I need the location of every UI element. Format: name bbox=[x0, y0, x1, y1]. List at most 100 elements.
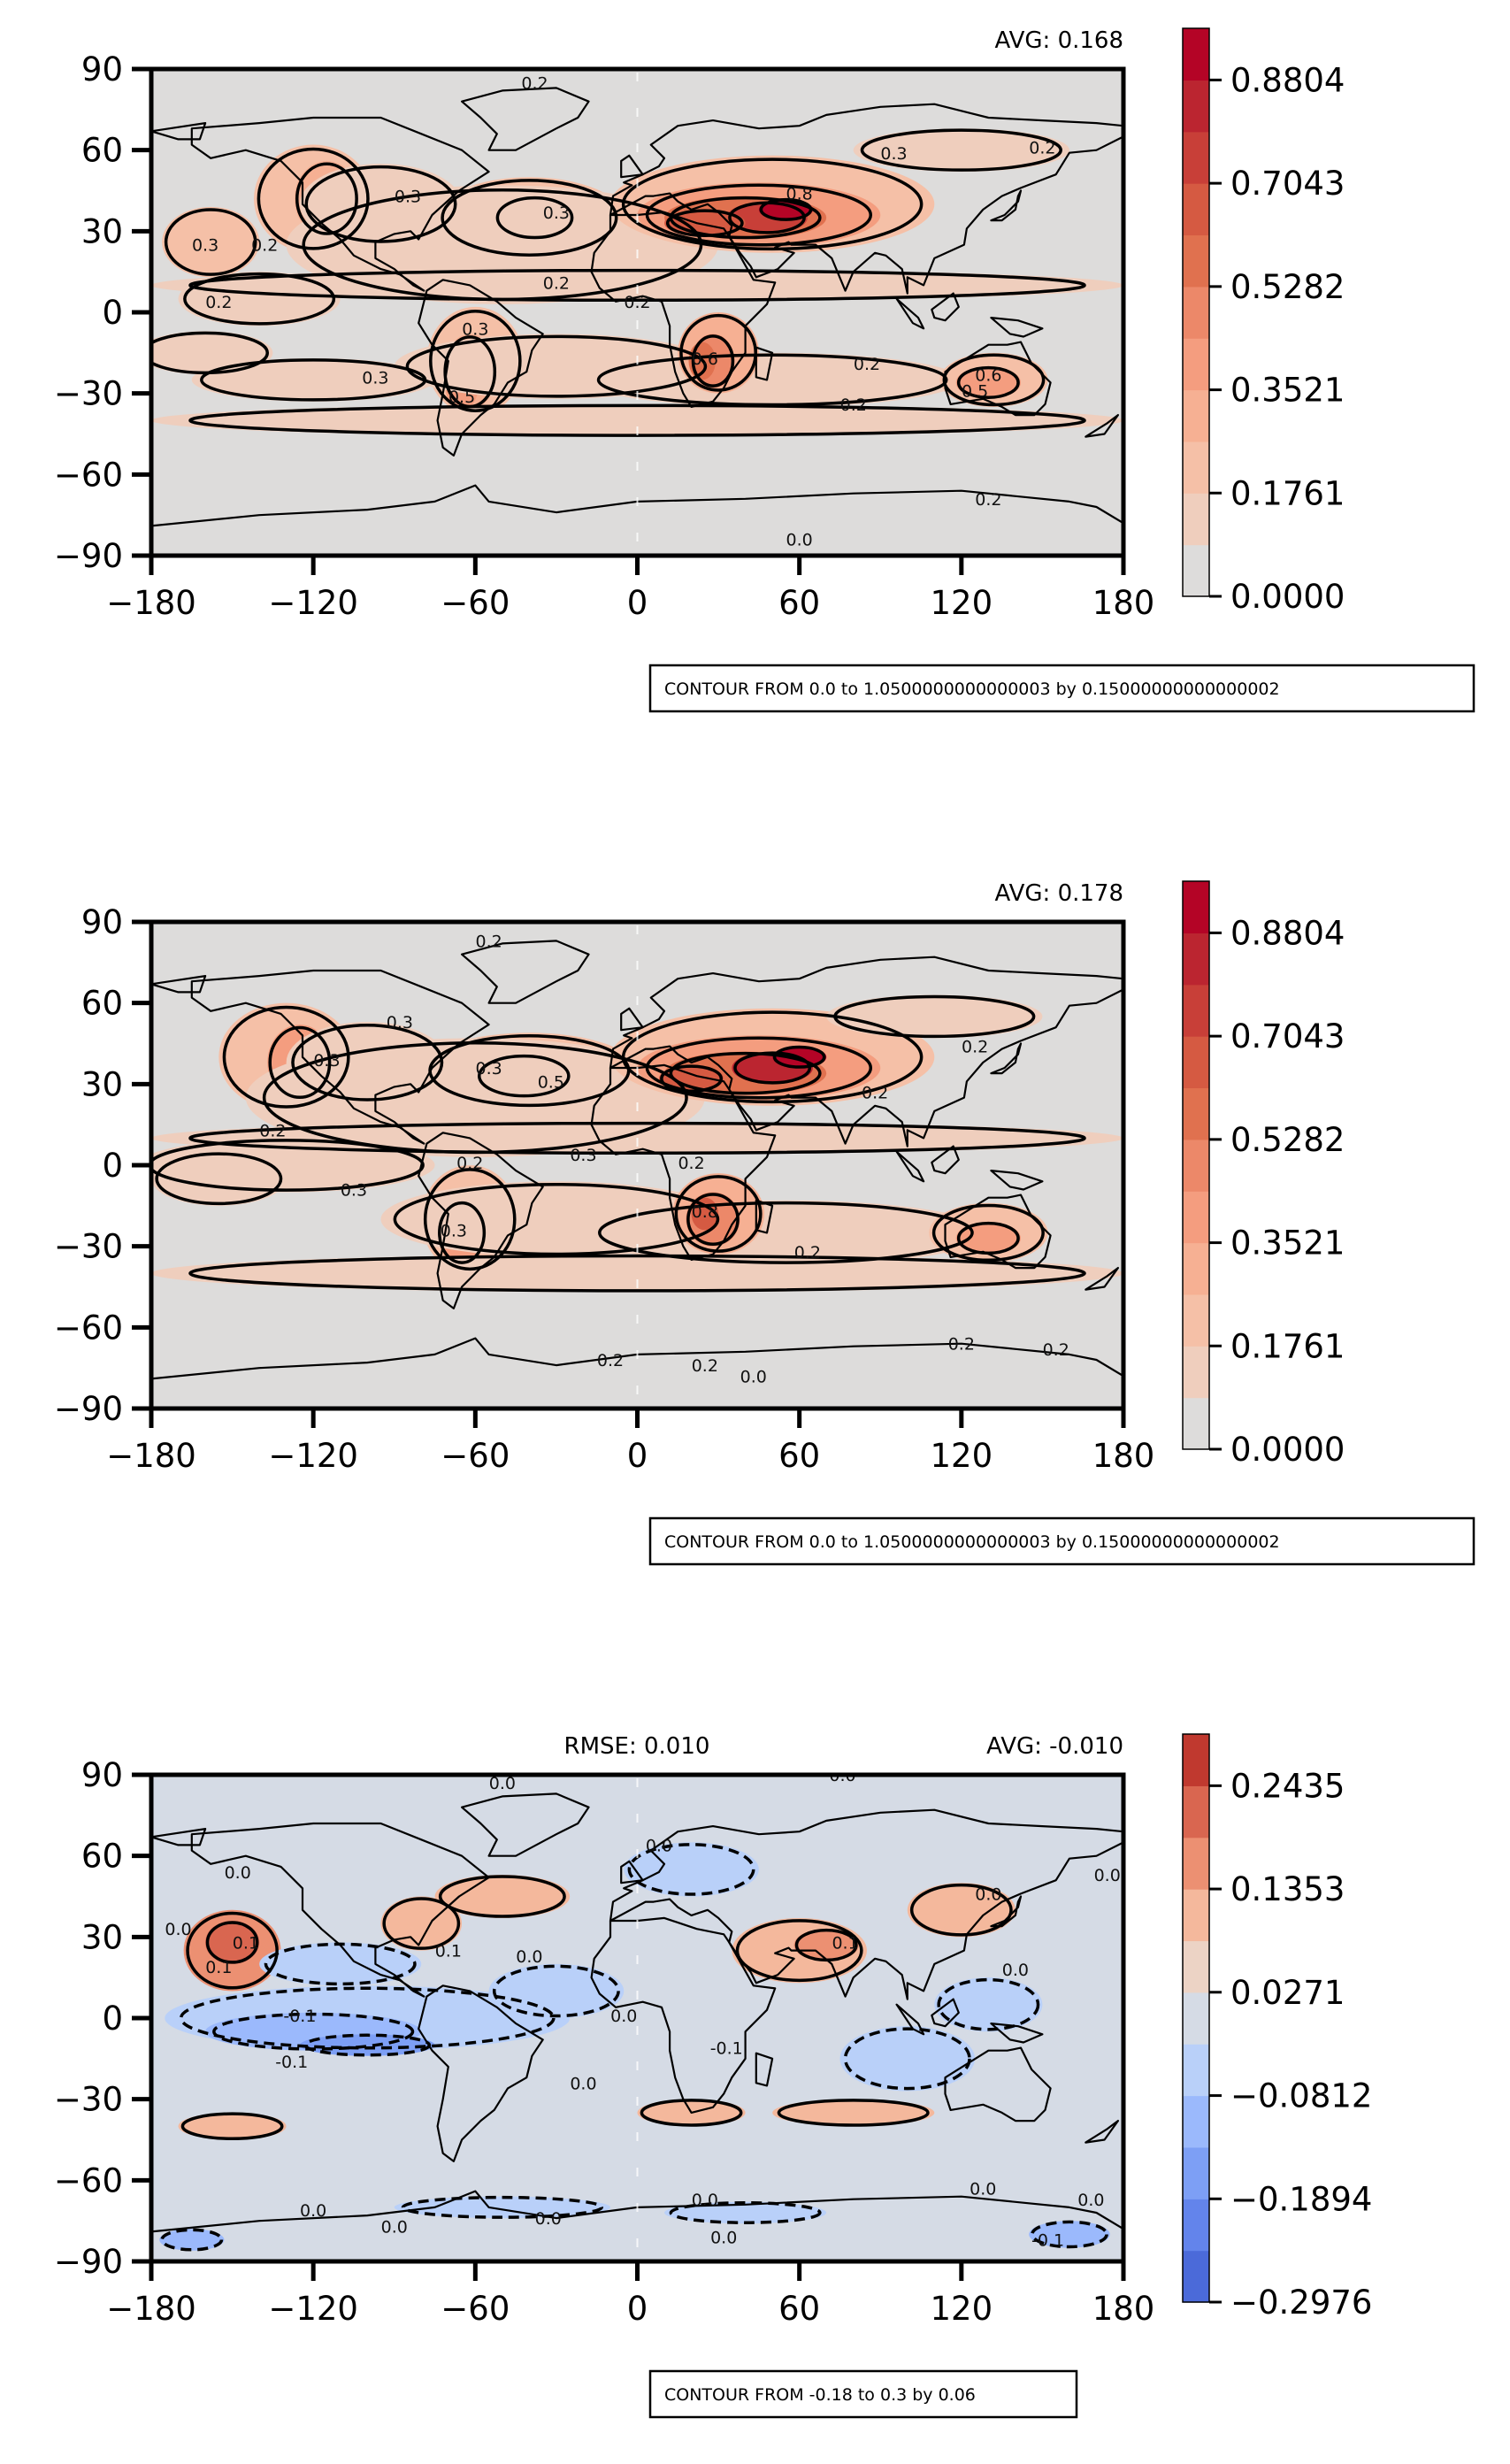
colorbar-swatch-10 bbox=[1183, 1734, 1209, 1786]
colorbar-frame bbox=[1182, 1733, 1210, 2303]
x-tick-label: 60 bbox=[778, 2290, 820, 2328]
contour-line-13 bbox=[492, 1964, 620, 2018]
rmse-label: RMSE: 0.010 bbox=[564, 1733, 710, 1760]
contour-label-14: 0.3 bbox=[441, 1221, 467, 1240]
colorbar-swatch-5 bbox=[1183, 1139, 1209, 1192]
x-tick-label: 0 bbox=[627, 584, 648, 622]
coastline-14 bbox=[1085, 414, 1119, 438]
coastline-9 bbox=[931, 292, 960, 322]
colorbar-tick-label: 0.5282 bbox=[1230, 1121, 1345, 1159]
avg-label: AVG: -0.010 bbox=[986, 1733, 1123, 1760]
coastline-1 bbox=[418, 1984, 544, 2162]
contour-line-14 bbox=[843, 2027, 971, 2091]
contour-note: CONTOUR FROM -0.18 to 0.3 by 0.06 bbox=[664, 2385, 976, 2405]
contour-note-box bbox=[648, 1516, 1476, 1566]
y-tick-label: −60 bbox=[54, 456, 123, 494]
contour-fill-20 bbox=[658, 1064, 724, 1093]
contour-label-14: 0.3 bbox=[362, 368, 388, 388]
x-tick-label: −120 bbox=[268, 1437, 358, 1475]
contour-label-24: 0.0 bbox=[1077, 2191, 1104, 2210]
contour-line-4 bbox=[257, 147, 370, 250]
coastline-11 bbox=[620, 1007, 644, 1032]
y-tick-label: 30 bbox=[81, 212, 123, 250]
contour-label-12: 0.8 bbox=[692, 1202, 718, 1222]
coastline-10 bbox=[990, 1170, 1044, 1191]
contour-line-17 bbox=[669, 1051, 822, 1095]
contour-label-15: 0.0 bbox=[610, 2007, 637, 2026]
x-tick-label: −120 bbox=[268, 2290, 358, 2328]
contour-label-2: 0.2 bbox=[1029, 139, 1055, 158]
coastline-1 bbox=[418, 1132, 544, 1309]
colorbar-swatch-2 bbox=[1183, 1293, 1209, 1347]
contour-label-22: 0.0 bbox=[710, 2229, 737, 2248]
contour-label-3: 0.3 bbox=[395, 188, 421, 207]
coastline-3 bbox=[590, 1063, 777, 1261]
x-tick-label: 180 bbox=[1092, 1437, 1155, 1475]
contour-line-9 bbox=[180, 2112, 284, 2141]
colorbar-frame bbox=[1182, 27, 1210, 597]
contour-fill-25 bbox=[826, 994, 1043, 1039]
contour-line-19 bbox=[645, 183, 873, 247]
contour-line-18 bbox=[733, 1051, 812, 1085]
contour-label-16: 0.2 bbox=[692, 1356, 718, 1376]
contour-label-5: 0.2 bbox=[259, 1121, 286, 1140]
contour-line-17 bbox=[627, 1843, 755, 1896]
colorbar-swatch-8 bbox=[1183, 984, 1209, 1037]
y-tick-label: −60 bbox=[54, 1309, 123, 1347]
x-tick-label: 120 bbox=[931, 2290, 993, 2328]
contour-label-4: 0.0 bbox=[975, 1885, 1001, 1905]
coastline-0 bbox=[190, 1822, 490, 1998]
contour-label-2: 0.0 bbox=[646, 1837, 672, 1856]
y-tick-label: 90 bbox=[81, 1756, 123, 1794]
coastline-0 bbox=[190, 116, 490, 292]
colorbar-tick-label: 0.3521 bbox=[1230, 372, 1345, 410]
map-panel-2: 0.2 0.3 0.3 0.3 0.5 0.2 0.3 0.2 0.3 0.2 0.2 0.2 0.8 0… bbox=[54, 880, 1476, 1566]
contour-line-3 bbox=[151, 1139, 425, 1192]
contour-line-2 bbox=[382, 1897, 461, 1950]
x-tick-label: 60 bbox=[778, 1437, 820, 1475]
colorbar-swatch-8 bbox=[1183, 1837, 1209, 1890]
x-tick-label: −180 bbox=[106, 584, 196, 622]
colorbar-swatch-0 bbox=[1183, 1397, 1209, 1450]
contour-line-13 bbox=[405, 334, 708, 398]
contour-line-1 bbox=[268, 1025, 332, 1099]
colorbar-tick-label: 0.1353 bbox=[1230, 1870, 1345, 1908]
colorbar-tick-label: −0.1894 bbox=[1230, 2180, 1372, 2218]
contour-fill-14 bbox=[839, 2026, 976, 2092]
y-tick-label: −30 bbox=[54, 2081, 123, 2119]
y-tick-label: 0 bbox=[102, 2000, 123, 2038]
contour-line-15 bbox=[937, 1977, 1040, 2031]
contour-label-18: 0.0 bbox=[300, 2201, 326, 2221]
contour-note-box bbox=[648, 2369, 1078, 2419]
contour-line-1 bbox=[205, 1921, 259, 1964]
plot-area: 0.2 0.3 0.3 0.3 0.5 0.2 0.3 0.2 0.3 0.2 0.2 0.2 0.8 0… bbox=[151, 922, 1123, 1409]
coastline-14 bbox=[1085, 2120, 1119, 2144]
contour-fill-21 bbox=[664, 2201, 827, 2224]
contour-line-2 bbox=[291, 1023, 444, 1102]
contour-label-12: 0.0 bbox=[1002, 1961, 1029, 1980]
contour-label-6: 0.0 bbox=[165, 1920, 191, 1939]
coastline-4 bbox=[609, 1808, 1123, 2000]
avg-label: AVG: 0.178 bbox=[994, 880, 1123, 907]
coastline-6 bbox=[151, 1337, 1123, 1409]
colorbar-tick-label: 0.3521 bbox=[1230, 1224, 1345, 1263]
colorbar-swatch-6 bbox=[1183, 1940, 1209, 1993]
contour-fill-9 bbox=[178, 2112, 287, 2140]
contour-label-0: 0.0 bbox=[489, 1774, 516, 1793]
y-tick-label: 60 bbox=[81, 985, 123, 1023]
colorbar-swatch-0 bbox=[1183, 544, 1209, 597]
x-tick-label: −60 bbox=[441, 584, 510, 622]
colorbar-tick-label: 0.1761 bbox=[1230, 474, 1345, 512]
contour-label-0: 0.2 bbox=[521, 73, 548, 93]
x-tick-label: 120 bbox=[931, 1437, 993, 1475]
contour-label-6: 0.2 bbox=[205, 293, 232, 312]
contour-label-9: 0.2 bbox=[678, 1154, 704, 1173]
contour-line-8 bbox=[423, 1168, 517, 1271]
contour-fill-28 bbox=[853, 128, 1069, 173]
x-tick-label: 60 bbox=[778, 584, 820, 622]
contour-label-17: 0.6 bbox=[975, 365, 1001, 385]
contour-label-19: 0.2 bbox=[975, 490, 1001, 510]
contour-fill-26 bbox=[151, 403, 1123, 437]
contour-label-11: 0.6 bbox=[692, 349, 718, 369]
coastline-11 bbox=[620, 1860, 644, 1884]
